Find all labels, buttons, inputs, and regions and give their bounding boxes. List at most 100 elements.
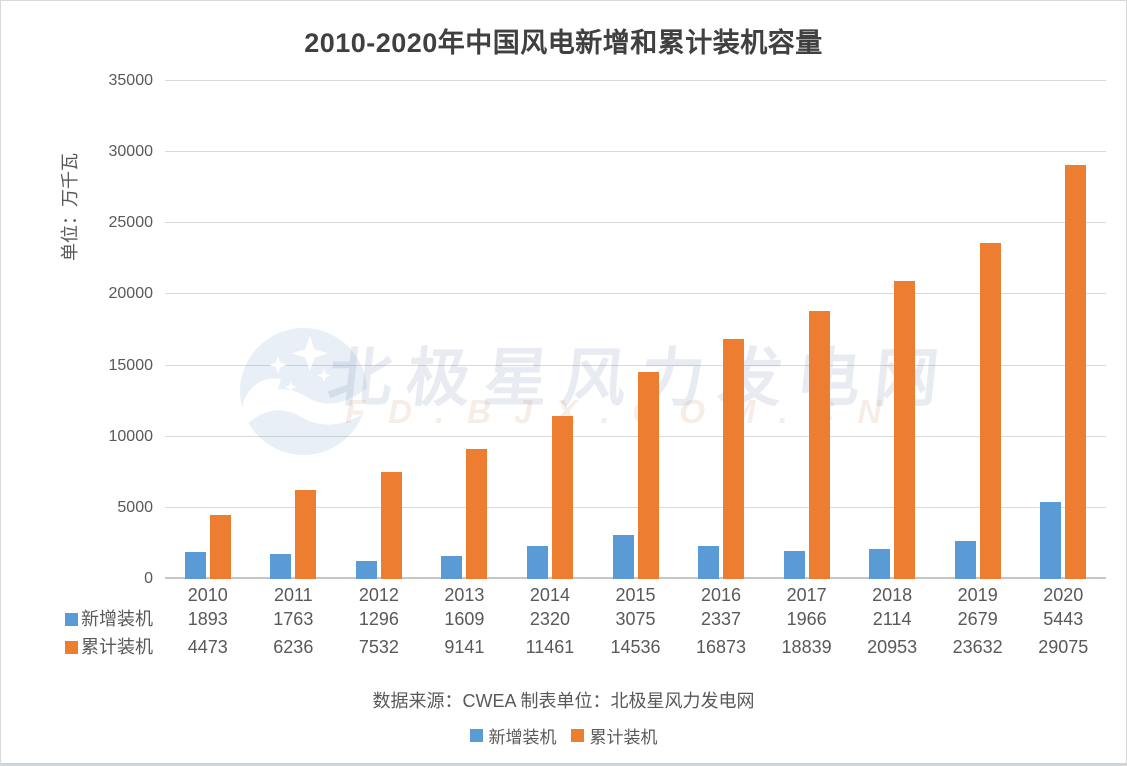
bar-new-installed-2013 <box>441 556 463 579</box>
value-new-installed-2011: 1763 <box>273 609 314 629</box>
y-tick-20000: 20000 <box>108 285 154 302</box>
bar-cumulative-installed-2010 <box>209 515 231 579</box>
value-new-installed-2020: 5443 <box>1043 609 1084 629</box>
y-tick-0: 0 <box>144 570 153 587</box>
bar-new-installed-2018 <box>869 549 891 579</box>
gridline-30000 <box>165 151 1106 152</box>
bar-group-2016 <box>678 81 764 579</box>
bar-new-installed-2016 <box>698 546 720 579</box>
gridline-15000 <box>165 365 1106 366</box>
row-header-label-cumulative-installed: 累计装机 <box>81 637 153 657</box>
bar-groups <box>165 81 1106 579</box>
bar-cumulative-installed-2015 <box>637 372 659 579</box>
value-new-installed-2014: 2320 <box>529 609 570 629</box>
bar-group-2015 <box>593 81 679 579</box>
value-cumulative-installed-2019: 23632 <box>952 637 1003 657</box>
x-label-2020: 2020 <box>1043 585 1084 605</box>
bar-cumulative-installed-2018 <box>894 281 916 579</box>
bar-cumulative-installed-2020 <box>1065 165 1087 579</box>
bar-group-2014 <box>507 81 593 579</box>
bottom-edge-divider <box>1 763 1126 765</box>
bar-group-2012 <box>336 81 422 579</box>
value-cumulative-installed-2012: 7532 <box>358 637 399 657</box>
table-row-cumulative-installed: 4473 6236 7532 9141 11461 14536 16873 18839 2095… <box>165 636 1106 658</box>
bar-new-installed-2017 <box>783 551 805 579</box>
plot-area <box>165 80 1106 579</box>
bar-new-installed-2011 <box>270 554 292 579</box>
bar-new-installed-2019 <box>954 541 976 579</box>
value-cumulative-installed-2014: 11461 <box>525 637 575 657</box>
value-cumulative-installed-2015: 14536 <box>610 637 661 657</box>
bar-new-installed-2014 <box>526 546 548 579</box>
legend-item-new-installed: 新增装机 <box>469 723 557 748</box>
bar-group-2017 <box>764 81 850 579</box>
gridline-10000 <box>165 436 1106 437</box>
row-header-cumulative-installed: 累计装机 <box>65 636 185 658</box>
value-cumulative-installed-2017: 18839 <box>781 637 832 657</box>
legend-item-cumulative-installed: 累计装机 <box>570 723 658 748</box>
value-new-installed-2017: 1966 <box>786 609 827 629</box>
legend-label-new-installed: 新增装机 <box>488 728 557 747</box>
table-row-new-installed: 1893 1763 1296 1609 2320 3075 2337 1966 2114 2679… <box>165 608 1106 630</box>
legend-swatch-new-installed <box>469 729 483 742</box>
x-label-2014: 2014 <box>529 585 570 605</box>
x-label-2011: 2011 <box>273 585 313 605</box>
bar-new-installed-2012 <box>355 561 377 579</box>
x-label-2018: 2018 <box>872 585 913 605</box>
value-cumulative-installed-2018: 20953 <box>867 637 918 657</box>
row-header-new-installed: 新增装机 <box>65 608 185 630</box>
chart-title: 2010-2020年中国风电新增和累计装机容量 <box>304 28 823 58</box>
y-tick-15000: 15000 <box>108 357 154 374</box>
x-label-2019: 2019 <box>957 585 998 605</box>
row-header-label-new-installed: 新增装机 <box>81 609 153 629</box>
value-new-installed-2015: 3075 <box>615 609 656 629</box>
value-cumulative-installed-2016: 16873 <box>696 637 747 657</box>
value-cumulative-installed-2013: 9141 <box>444 637 485 657</box>
y-tick-5000: 5000 <box>117 499 153 516</box>
legend: 新增装机 累计装机 <box>1 723 1126 748</box>
bar-group-2020 <box>1020 81 1106 579</box>
y-tick-30000: 30000 <box>108 143 154 160</box>
bar-cumulative-installed-2017 <box>808 311 830 579</box>
series-color-swatch-new-installed <box>65 612 78 626</box>
x-label-2017: 2017 <box>786 585 827 605</box>
bar-cumulative-installed-2019 <box>979 243 1001 579</box>
gridline-5000 <box>165 507 1106 508</box>
bar-cumulative-installed-2014 <box>551 416 573 579</box>
x-label-2012: 2012 <box>358 585 399 605</box>
legend-label-cumulative-installed: 累计装机 <box>589 728 658 747</box>
x-label-2013: 2013 <box>444 585 485 605</box>
legend-swatch-cumulative-installed <box>570 729 584 742</box>
x-label-2015: 2015 <box>615 585 656 605</box>
value-new-installed-2010: 1893 <box>187 609 228 629</box>
x-label-2016: 2016 <box>701 585 742 605</box>
x-axis-line <box>165 577 1106 579</box>
gridline-35000 <box>165 80 1106 81</box>
value-new-installed-2013: 1609 <box>444 609 485 629</box>
gridline-20000 <box>165 293 1106 294</box>
bar-cumulative-installed-2013 <box>466 449 488 579</box>
series-color-swatch-cumulative-installed <box>65 640 78 654</box>
value-cumulative-installed-2010: 4473 <box>187 637 228 657</box>
bar-cumulative-installed-2011 <box>295 490 317 579</box>
gridlines <box>165 80 1106 579</box>
y-tick-25000: 25000 <box>108 214 154 231</box>
value-new-installed-2016: 2337 <box>701 609 742 629</box>
value-new-installed-2018: 2114 <box>872 609 912 629</box>
y-axis-ticks: 0 5000 10000 15000 20000 25000 30000 35000 <box>1 73 154 587</box>
gridline-25000 <box>165 222 1106 223</box>
bar-group-2019 <box>935 81 1021 579</box>
bar-group-2013 <box>422 81 508 579</box>
bar-cumulative-installed-2016 <box>723 339 745 579</box>
y-tick-35000: 35000 <box>108 72 154 89</box>
bar-new-installed-2010 <box>184 552 206 579</box>
value-new-installed-2019: 2679 <box>957 609 998 629</box>
value-cumulative-installed-2011: 6236 <box>273 637 314 657</box>
bar-group-2018 <box>849 81 935 579</box>
bar-group-2011 <box>251 81 337 579</box>
value-cumulative-installed-2020: 29075 <box>1038 637 1089 657</box>
bar-group-2010 <box>165 81 251 579</box>
value-new-installed-2012: 1296 <box>358 609 399 629</box>
x-label-2010: 2010 <box>187 585 228 605</box>
